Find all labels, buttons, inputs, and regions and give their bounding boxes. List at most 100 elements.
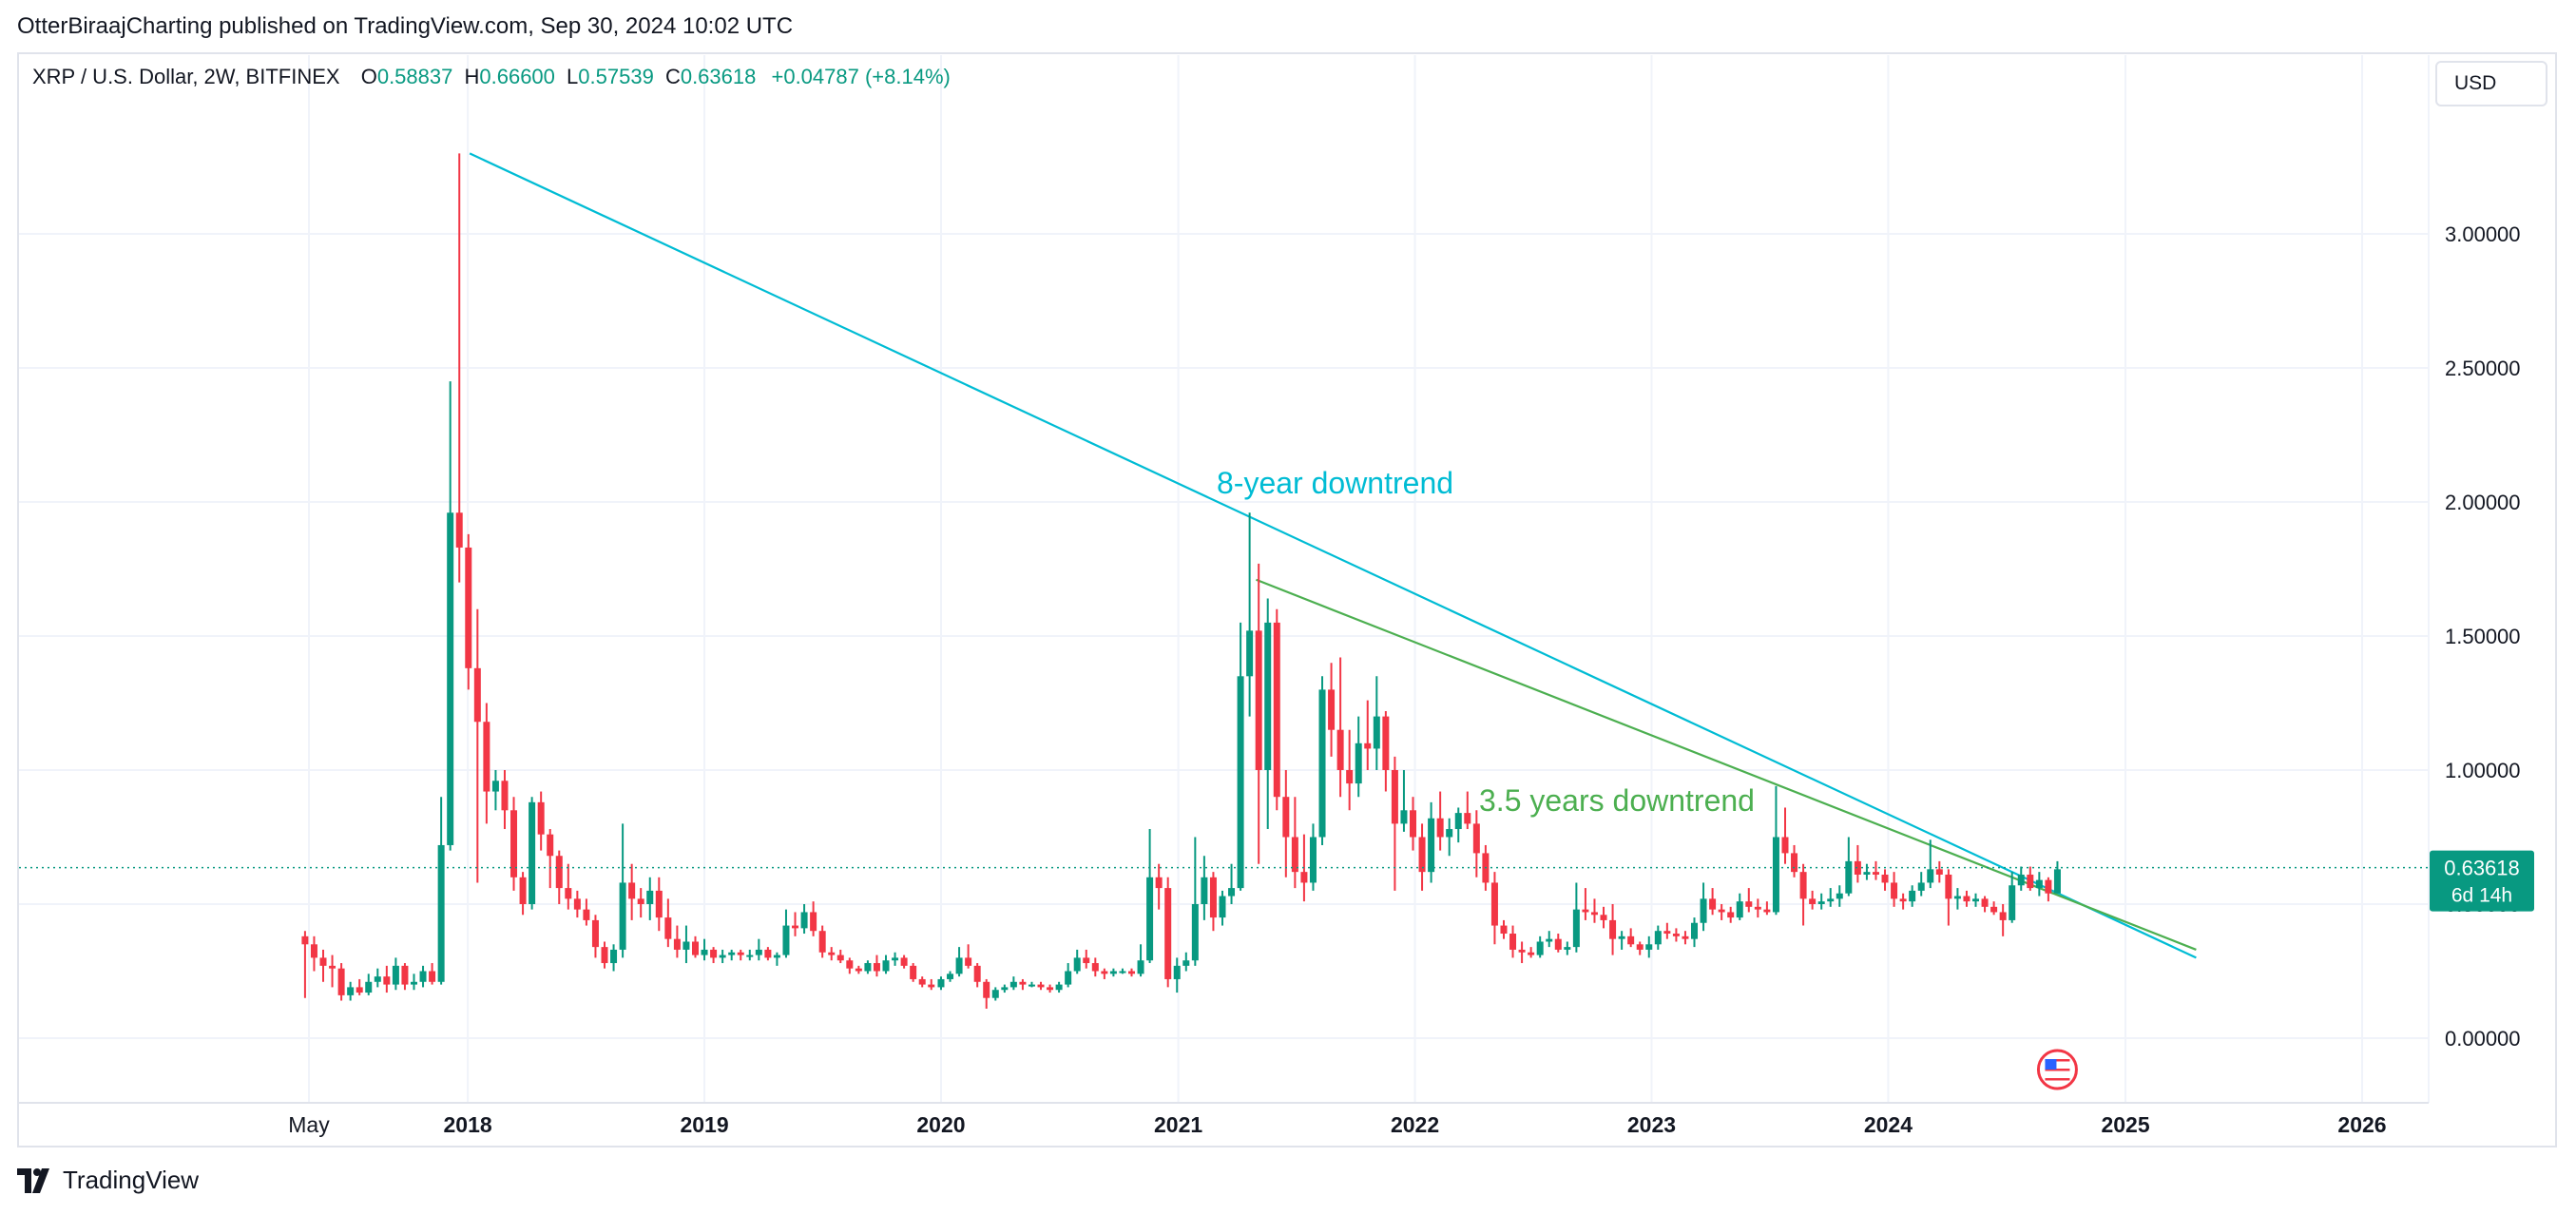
candle — [1318, 676, 1326, 845]
candle — [356, 978, 363, 995]
candle-body — [910, 965, 917, 979]
candle — [1037, 981, 1045, 991]
candle — [1863, 863, 1871, 880]
candle — [1945, 869, 1952, 926]
candle-body — [682, 941, 690, 950]
candle — [1590, 898, 1598, 923]
candle-body — [1318, 689, 1326, 838]
candle — [1019, 978, 1027, 991]
countdown-label: 6d 14h — [2451, 885, 2512, 907]
candle-body — [374, 976, 381, 982]
candle — [374, 968, 381, 988]
candle — [1164, 877, 1172, 988]
candle-body — [1264, 622, 1272, 770]
candlesticks — [301, 153, 2061, 1009]
candle-body — [1355, 742, 1362, 784]
candle — [1772, 785, 1779, 916]
candle-body — [1364, 742, 1372, 749]
candle — [1382, 710, 1390, 792]
candle-body — [1827, 898, 1835, 902]
candle — [1827, 888, 1835, 907]
time-axis: May 2018 2019 2020 2021 2022 2023 2024 2025 2026 — [19, 1102, 2429, 1137]
candle-body — [1410, 810, 1417, 838]
candle — [437, 797, 445, 985]
candle-body — [347, 987, 355, 995]
candle-body — [1736, 901, 1743, 918]
candle — [537, 791, 545, 851]
candle-body — [1672, 934, 1680, 936]
candle — [1836, 885, 1843, 907]
candle-body — [1899, 898, 1907, 902]
symbol-title[interactable]: XRP / U.S. Dollar, 2W, BITFINEX — [32, 65, 340, 88]
candle — [383, 965, 391, 993]
candle-body — [637, 898, 644, 904]
candle-body — [565, 888, 572, 899]
candle-body — [892, 957, 899, 961]
candle-body — [1700, 898, 1707, 923]
candle-body — [1328, 689, 1336, 730]
candle-body — [1282, 797, 1290, 838]
candle-body — [455, 512, 463, 548]
candle-body — [1953, 896, 1961, 899]
time-tick-label: 2021 — [1154, 1112, 1202, 1137]
candle — [1055, 981, 1063, 993]
candle — [1364, 700, 1372, 770]
candle — [1237, 622, 1244, 891]
candle — [501, 770, 509, 830]
candle-body — [310, 944, 317, 958]
candle-body — [1028, 984, 1035, 987]
candle-body — [646, 890, 654, 904]
candle-body — [1872, 872, 1879, 875]
trendline-8-year — [469, 152, 2197, 959]
candle — [646, 877, 654, 920]
candle — [1490, 872, 1498, 945]
candle — [583, 898, 590, 926]
candle-body — [319, 957, 327, 966]
candle — [1691, 917, 1699, 948]
candle-body — [465, 547, 472, 668]
candle — [737, 949, 744, 961]
currency-button[interactable]: USD — [2435, 61, 2547, 106]
candle-body — [782, 925, 790, 955]
candle — [1754, 898, 1761, 918]
candle — [1083, 949, 1090, 969]
candle — [710, 947, 718, 964]
candle — [1682, 931, 1689, 945]
candle-body — [392, 965, 399, 985]
close-value: 0.63618 — [680, 65, 757, 88]
candle-body — [1909, 890, 1916, 902]
candle — [1091, 957, 1099, 977]
us-flag-event-icon[interactable] — [2036, 1049, 2078, 1090]
candle — [792, 912, 799, 936]
candle-body — [1155, 877, 1163, 889]
candle-body — [1273, 622, 1280, 798]
candle — [1972, 893, 1980, 907]
candle-body — [1963, 896, 1970, 902]
candle — [1109, 968, 1117, 977]
candle-body — [583, 909, 590, 920]
candle-body — [1309, 837, 1317, 883]
candle — [728, 949, 736, 961]
high-label: H — [464, 65, 480, 88]
candle — [1582, 888, 1589, 920]
time-tick-label: 2019 — [680, 1112, 728, 1137]
candle-body — [2017, 874, 2025, 886]
tradingview-brand[interactable]: TradingView — [17, 1166, 199, 1195]
candle — [1191, 837, 1199, 966]
price-axis: 0.000000.500001.000001.500002.000002.500… — [2428, 55, 2521, 1103]
candle — [555, 850, 563, 904]
candle — [1509, 925, 1517, 958]
candle-body — [1219, 896, 1226, 918]
candle-body — [1065, 971, 1072, 985]
candle-body — [337, 968, 345, 995]
candle-body — [537, 801, 545, 835]
candle-body — [691, 941, 699, 955]
candle-body — [955, 957, 963, 974]
open-label: O — [360, 65, 377, 88]
candle-body — [1291, 837, 1298, 873]
candle-body — [1636, 944, 1644, 950]
candle — [1781, 807, 1789, 864]
candle-body — [818, 931, 826, 953]
candle-body — [1709, 898, 1717, 910]
